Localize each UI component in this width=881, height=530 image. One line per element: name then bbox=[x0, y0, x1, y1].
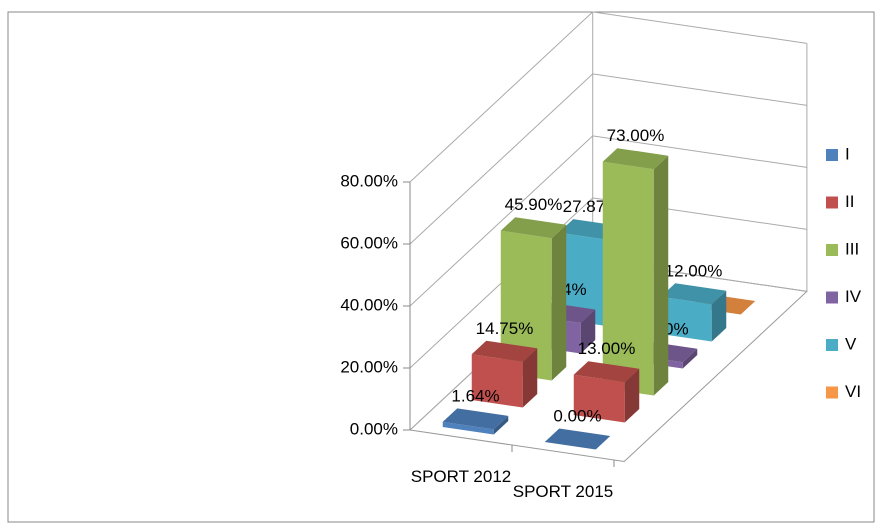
bar bbox=[602, 148, 669, 396]
legend-label: IV bbox=[845, 287, 862, 306]
y-tick-label: 0.00% bbox=[350, 419, 398, 438]
bar-side bbox=[493, 415, 509, 435]
legend-swatch bbox=[826, 196, 838, 209]
bar-top bbox=[500, 217, 567, 239]
bar bbox=[442, 408, 509, 435]
data-label: 0.00% bbox=[553, 406, 601, 425]
x-tick-label: SPORT 2015 bbox=[513, 482, 614, 501]
legend-label: V bbox=[845, 334, 857, 353]
bar-front bbox=[660, 296, 712, 342]
bar-side bbox=[711, 290, 727, 342]
bar-side bbox=[522, 348, 538, 408]
bar-side bbox=[624, 368, 640, 423]
y-tick-label: 40.00% bbox=[340, 295, 398, 314]
bar-top bbox=[602, 148, 669, 170]
bar-side bbox=[551, 224, 567, 381]
legend-swatch bbox=[826, 339, 838, 351]
bar-front bbox=[500, 230, 552, 381]
legend-label: II bbox=[845, 192, 854, 211]
bar-front bbox=[602, 161, 654, 396]
bar-front bbox=[558, 232, 610, 327]
legend-label: III bbox=[845, 239, 859, 258]
bar-front bbox=[573, 374, 625, 423]
bar bbox=[544, 428, 611, 450]
legend-swatch bbox=[826, 386, 838, 399]
bar-top bbox=[544, 428, 611, 450]
bar-top bbox=[660, 283, 727, 305]
legend-swatch bbox=[826, 291, 838, 304]
data-label: 73.00% bbox=[607, 126, 665, 145]
bar-top bbox=[573, 361, 640, 383]
bar-front bbox=[442, 421, 494, 435]
y-tick-label: 20.00% bbox=[340, 357, 398, 376]
bar bbox=[573, 361, 640, 423]
bar bbox=[660, 283, 727, 342]
data-label: 1.64% bbox=[451, 386, 499, 405]
legend-swatch bbox=[826, 149, 838, 161]
legend-label: VI bbox=[845, 382, 861, 401]
chart-frame bbox=[7, 11, 875, 523]
data-label: 45.90% bbox=[505, 195, 563, 214]
bar-top bbox=[471, 340, 538, 362]
legend-swatch bbox=[826, 244, 838, 256]
bar-side bbox=[580, 309, 596, 354]
y-tick-label: 60.00% bbox=[340, 233, 398, 252]
bar bbox=[500, 217, 567, 381]
bar-front bbox=[471, 354, 523, 408]
x-tick-label: SPORT 2012 bbox=[411, 467, 512, 486]
data-label: 14.75% bbox=[476, 319, 534, 338]
bar-top bbox=[442, 408, 509, 430]
bar-side bbox=[653, 155, 669, 396]
data-label: 12.00% bbox=[665, 261, 723, 280]
y-tick-label: 80.00% bbox=[340, 171, 398, 190]
data-label: 13.00% bbox=[578, 339, 636, 358]
bar-side bbox=[682, 348, 698, 369]
bar bbox=[471, 340, 538, 408]
legend-label: I bbox=[845, 144, 850, 163]
